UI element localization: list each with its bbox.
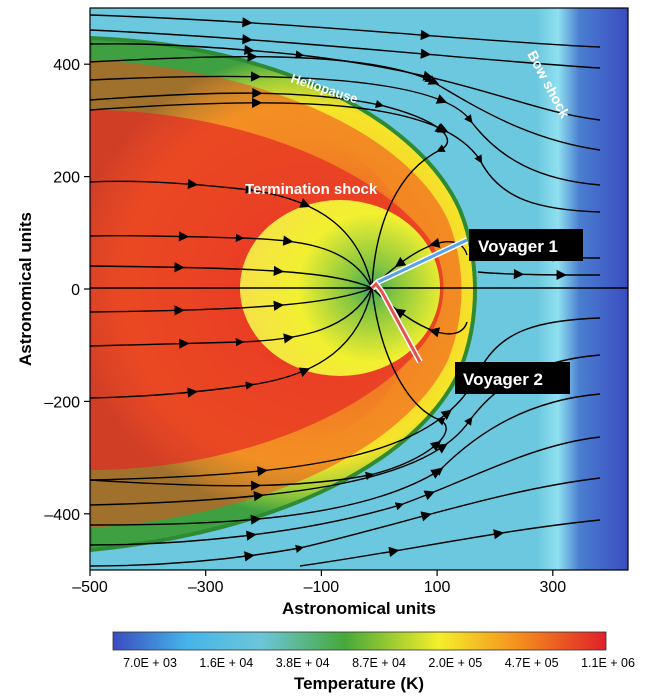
streamline-arrow: [420, 29, 432, 41]
streamline-arrow: [440, 409, 452, 420]
streamline: [90, 14, 601, 48]
streamline-arrow: [436, 443, 448, 454]
colorbar-tick-label: 7.0E + 03: [123, 656, 177, 670]
voyager-1-label: Voyager 1: [469, 229, 583, 261]
colorbar-gradient: [112, 631, 607, 651]
streamline: [299, 519, 601, 567]
y-axis-title: Astronomical units: [16, 212, 35, 366]
streamline-arrow: [283, 333, 295, 344]
colorbar-title: Temperature (K): [294, 674, 424, 693]
y-tick-label: 400: [53, 57, 80, 74]
x-tick-label: –500: [72, 579, 108, 596]
streamline-arrow: [429, 237, 441, 248]
colorbar-tick-label: 1.6E + 04: [199, 656, 253, 670]
streamline: [90, 393, 601, 526]
streamline-arrow: [428, 327, 441, 338]
voyager-2-label-text: Voyager 2: [463, 370, 543, 389]
x-tick-label: 300: [539, 579, 566, 596]
x-axis-title: Astronomical units: [282, 599, 436, 618]
y-tick-label: 200: [53, 170, 80, 187]
streamline: [90, 92, 449, 289]
streamline: [90, 180, 373, 289]
streamline: [90, 436, 601, 546]
streamline: [90, 55, 601, 151]
streamline-arrow: [242, 34, 253, 45]
streamline-arrow: [245, 530, 257, 541]
streamline-arrow: [250, 71, 262, 82]
streamline-arrow: [273, 265, 285, 277]
streamline-arrow: [434, 123, 446, 134]
streamline-arrow: [250, 480, 262, 491]
colorbar-tick-label: 3.8E + 04: [276, 656, 330, 670]
streamline: [477, 271, 601, 276]
streamline: [90, 477, 601, 567]
colorbar-tick-label: 2.0E + 05: [428, 656, 482, 670]
streamline-arrow: [273, 300, 285, 311]
y-tick-label: –200: [44, 394, 80, 411]
streamline-arrow: [250, 514, 262, 525]
streamline-arrow: [282, 235, 294, 246]
streamline-arrow: [423, 490, 436, 501]
streamline-arrow: [252, 97, 263, 108]
voyager-1-label-text: Voyager 1: [478, 237, 558, 256]
streamline-arrow: [244, 551, 255, 562]
streamline: [90, 287, 373, 347]
streamline-arrow: [257, 466, 268, 477]
streamline-arrow: [247, 51, 258, 62]
streamline: [90, 287, 447, 487]
x-axis: –500 –300 –100 100 300: [72, 570, 566, 596]
streamline-arrow: [187, 387, 198, 398]
streamlines: [90, 14, 601, 567]
y-tick-label: 0: [71, 282, 80, 299]
streamline-arrow: [556, 269, 567, 281]
streamline-arrow: [420, 511, 432, 522]
streamline-arrow: [394, 308, 407, 319]
streamline-arrow: [174, 262, 185, 273]
streamline: [90, 43, 601, 121]
x-tick-label: –300: [188, 579, 224, 596]
x-tick-label: –100: [304, 579, 340, 596]
streamline: [90, 233, 373, 289]
termination-shock-label: Termination shock: [245, 181, 378, 198]
streamline-arrow: [420, 48, 432, 59]
colorbar-tick-label: 1.1E + 06: [581, 656, 635, 670]
streamline-arrow: [242, 17, 253, 28]
streamline-arrow: [174, 305, 185, 316]
voyager-2-label: Voyager 2: [455, 362, 570, 394]
x-tick-label: 100: [424, 579, 451, 596]
streamline: [90, 287, 373, 399]
streamline-arrow: [422, 70, 434, 81]
streamline-arrow: [298, 367, 311, 378]
colorbar-tick-label: 8.7E + 04: [352, 656, 406, 670]
y-axis: 400 200 0 –200 –400: [44, 57, 90, 524]
y-tick-label: –400: [44, 507, 80, 524]
streamline-arrow: [435, 94, 448, 104]
streamline: [90, 75, 601, 186]
colorbar: 7.0E + 03 1.6E + 04 3.8E + 04 8.7E + 04 2.0E…: [112, 631, 635, 693]
voyager-trajectories: [369, 237, 469, 364]
streamline-arrow: [253, 490, 265, 502]
streamline-arrow: [430, 469, 442, 479]
streamline-arrow: [388, 546, 400, 557]
streamline-arrow: [427, 75, 440, 85]
streamline-arrow: [179, 338, 190, 349]
streamline-arrow: [513, 268, 525, 280]
streamline-arrow: [394, 256, 407, 268]
colorbar-tick-label: 4.7E + 05: [505, 656, 559, 670]
streamline-arrow: [429, 440, 442, 452]
streamline-arrow: [299, 198, 311, 208]
streamline: [90, 317, 601, 481]
temperature-field: [90, 8, 628, 570]
streamline-arrow: [493, 529, 505, 540]
streamline-arrow: [187, 178, 199, 190]
colorbar-ticks: 7.0E + 03 1.6E + 04 3.8E + 04 8.7E + 04 2.0E…: [123, 656, 635, 670]
streamline: [90, 102, 601, 213]
streamline: [90, 29, 601, 69]
streamline-arrow: [178, 231, 190, 242]
streamline-arrow: [252, 88, 263, 99]
